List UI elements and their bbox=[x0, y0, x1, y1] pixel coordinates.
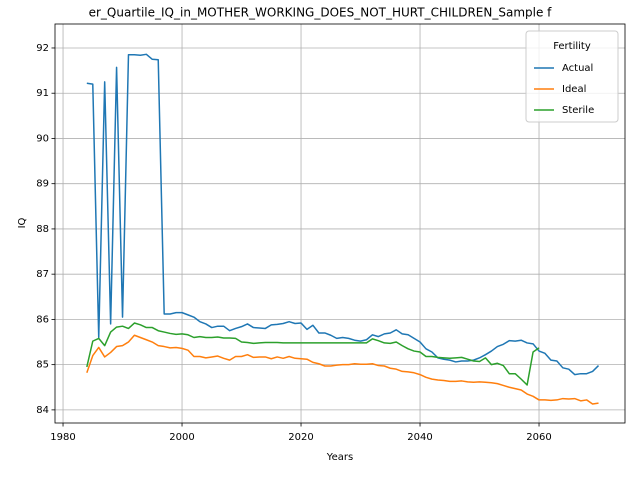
x-tick-label: 2040 bbox=[407, 432, 432, 443]
x-tick-label: 2000 bbox=[169, 432, 194, 443]
y-tick-label: 86 bbox=[36, 314, 49, 325]
x-tick-label: 2020 bbox=[288, 432, 313, 443]
x-tick-label: 1980 bbox=[50, 432, 75, 443]
chart-title: er_Quartile_IQ_in_MOTHER_WORKING_DOES_NO… bbox=[89, 6, 553, 20]
legend-label: Actual bbox=[562, 63, 593, 74]
data-line bbox=[86, 322, 540, 386]
plot-frame bbox=[54, 23, 626, 424]
y-tick-label: 87 bbox=[36, 269, 49, 280]
legend-label: Sterile bbox=[562, 105, 594, 116]
data-line bbox=[86, 53, 600, 376]
y-axis-label: IQ bbox=[17, 217, 28, 228]
x-axis-label: Years bbox=[326, 452, 353, 463]
x-tick-label: 2060 bbox=[526, 432, 551, 443]
y-tick-label: 88 bbox=[36, 224, 49, 235]
y-tick-label: 92 bbox=[36, 43, 49, 54]
y-tick-label: 84 bbox=[36, 405, 49, 416]
data-line bbox=[86, 334, 599, 405]
legend-box bbox=[525, 30, 619, 123]
legend-label: Ideal bbox=[562, 84, 586, 95]
y-tick-label: 90 bbox=[36, 133, 49, 144]
y-tick-label: 89 bbox=[36, 179, 49, 190]
y-tick-label: 85 bbox=[36, 360, 49, 371]
legend-title: Fertility bbox=[553, 41, 591, 52]
y-tick-label: 91 bbox=[36, 88, 49, 99]
